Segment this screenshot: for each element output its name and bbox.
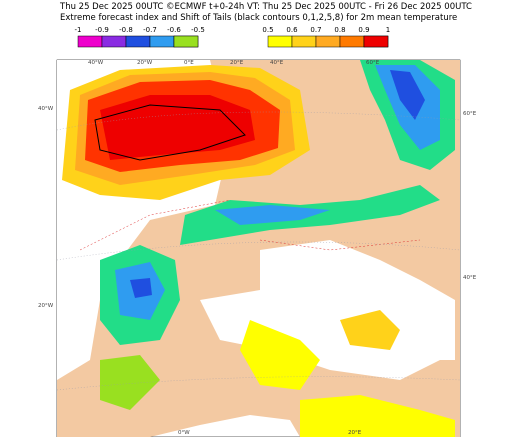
area-yellow bbox=[300, 395, 455, 437]
legend-swatch bbox=[267, 35, 293, 48]
legend-label: -0.5 bbox=[191, 26, 205, 34]
lon-label: 20°E bbox=[348, 430, 362, 436]
legend-swatch bbox=[291, 35, 317, 48]
lon-label: 20°W bbox=[137, 60, 153, 66]
area-lightblue bbox=[215, 205, 330, 225]
legend-label: 0.9 bbox=[358, 26, 369, 34]
sot-contour bbox=[94, 104, 246, 161]
graticule bbox=[57, 111, 460, 391]
area-yellow bbox=[340, 310, 400, 350]
lat-label: 40°E bbox=[463, 275, 477, 281]
legend-swatch bbox=[339, 35, 365, 48]
lon-label: 40°W bbox=[88, 60, 104, 66]
lat-label: 60°E bbox=[463, 111, 477, 117]
lon-label: 20°E bbox=[230, 60, 244, 66]
lat-label: 40°W bbox=[38, 106, 54, 112]
legend-label: 0.8 bbox=[334, 26, 345, 34]
legend-label: -0.6 bbox=[167, 26, 181, 34]
area-deep-red bbox=[100, 95, 255, 160]
lon-label: 40°E bbox=[270, 60, 284, 66]
legend-label: 0.6 bbox=[286, 26, 298, 34]
area-blue bbox=[130, 278, 152, 298]
legend-swatch bbox=[125, 35, 151, 48]
temperature-contour bbox=[79, 199, 421, 251]
area-lightgreen bbox=[100, 355, 160, 410]
legend-label: -0.7 bbox=[143, 26, 157, 34]
area-blue bbox=[390, 70, 425, 120]
legend-label: 0.5 bbox=[262, 26, 273, 34]
area-yellow bbox=[240, 320, 320, 390]
area-white bbox=[260, 240, 455, 360]
lon-label: 60°E bbox=[366, 60, 380, 66]
legend-label: -0.9 bbox=[95, 26, 109, 34]
legend-label: -0.8 bbox=[119, 26, 133, 34]
legend-swatch bbox=[363, 35, 389, 48]
legend-swatch bbox=[77, 35, 103, 48]
lat-label: 20°W bbox=[38, 303, 54, 309]
map: 40°W 20°W 0°E 20°E 40°E 60°E 40°W 20°W 6… bbox=[38, 59, 477, 437]
lon-label: 0°E bbox=[184, 60, 194, 66]
legend-swatch bbox=[173, 35, 199, 48]
legend-label: 1 bbox=[386, 26, 390, 34]
legend-label: -1 bbox=[75, 26, 82, 34]
legend-label: 0.7 bbox=[310, 26, 321, 34]
title-line: Thu 25 Dec 2025 00UTC ©ECMWF t+0-24h VT:… bbox=[59, 2, 472, 12]
lon-label: 0°W bbox=[178, 430, 190, 436]
legend-swatch bbox=[149, 35, 175, 48]
legend: -1 -0.9 -0.8 -0.7 -0.6 -0.5 0.5 0.6 0.7 0.8 0.9 1 bbox=[75, 26, 390, 48]
title-line: Extreme forecast index and Shift of Tail… bbox=[60, 13, 457, 23]
legend-swatch bbox=[101, 35, 127, 48]
legend-swatch bbox=[315, 35, 341, 48]
